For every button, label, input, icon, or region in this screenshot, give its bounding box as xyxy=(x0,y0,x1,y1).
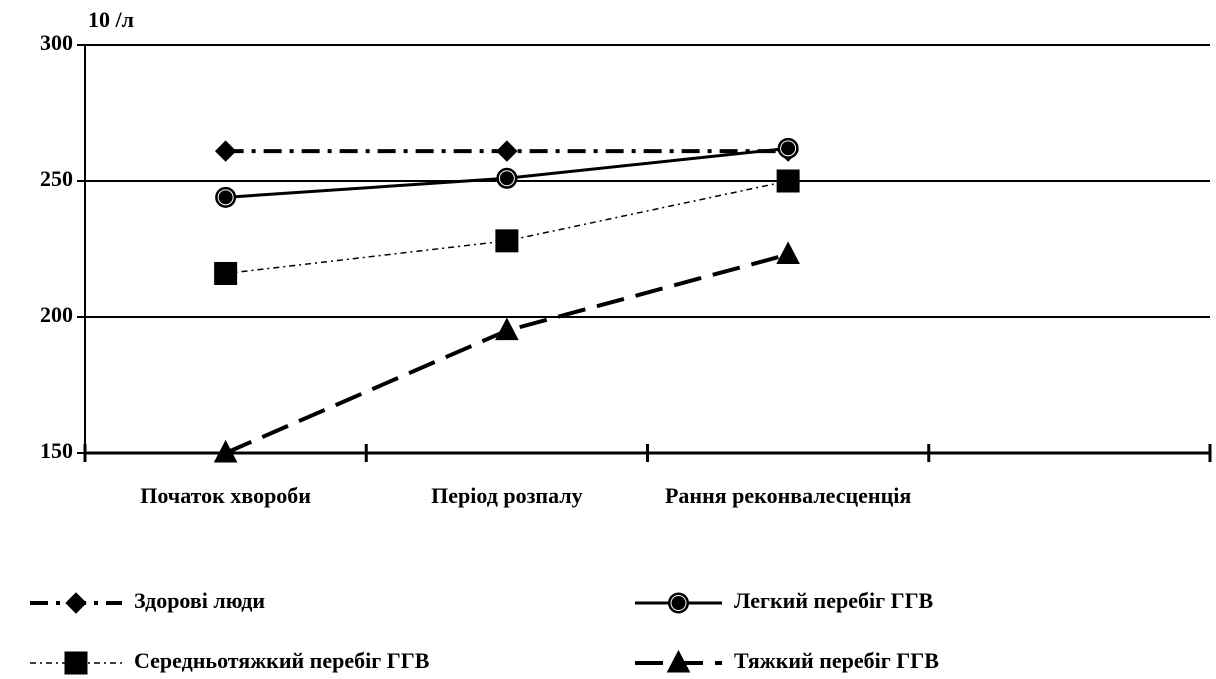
legend-marker xyxy=(666,649,691,673)
marker-ring xyxy=(780,140,797,157)
x-tick-label: Початок хвороби xyxy=(140,483,311,508)
y-tick-label: 250 xyxy=(40,166,73,191)
legend-label: Здорові люди xyxy=(134,588,265,613)
y-tick-label: 150 xyxy=(40,438,73,463)
marker-ring xyxy=(670,595,687,611)
marker xyxy=(495,229,519,253)
legend-label: Середньотяжкий перебіг ГГВ xyxy=(134,648,430,673)
y-tick-label: 300 xyxy=(40,30,73,55)
legend-label: Легкий перебіг ГГВ xyxy=(734,588,934,613)
legend-marker xyxy=(64,651,88,675)
series-line xyxy=(224,252,789,455)
marker-ring xyxy=(217,189,234,206)
marker xyxy=(213,439,238,463)
marker xyxy=(214,261,238,285)
marker-ring xyxy=(498,170,515,187)
legend-label: Тяжкий перебіг ГГВ xyxy=(734,648,939,673)
marker xyxy=(496,140,518,162)
marker xyxy=(776,241,800,264)
x-tick-label: Період розпалу xyxy=(431,483,583,508)
marker xyxy=(214,140,237,162)
series-line xyxy=(225,180,789,275)
x-tick-label: Рання реконвалесценція xyxy=(664,483,912,508)
legend-marker xyxy=(65,592,87,614)
marker xyxy=(776,169,800,193)
marker xyxy=(495,317,519,341)
y-axis-title: 10 /л xyxy=(88,7,134,32)
y-tick-label: 200 xyxy=(40,302,73,327)
